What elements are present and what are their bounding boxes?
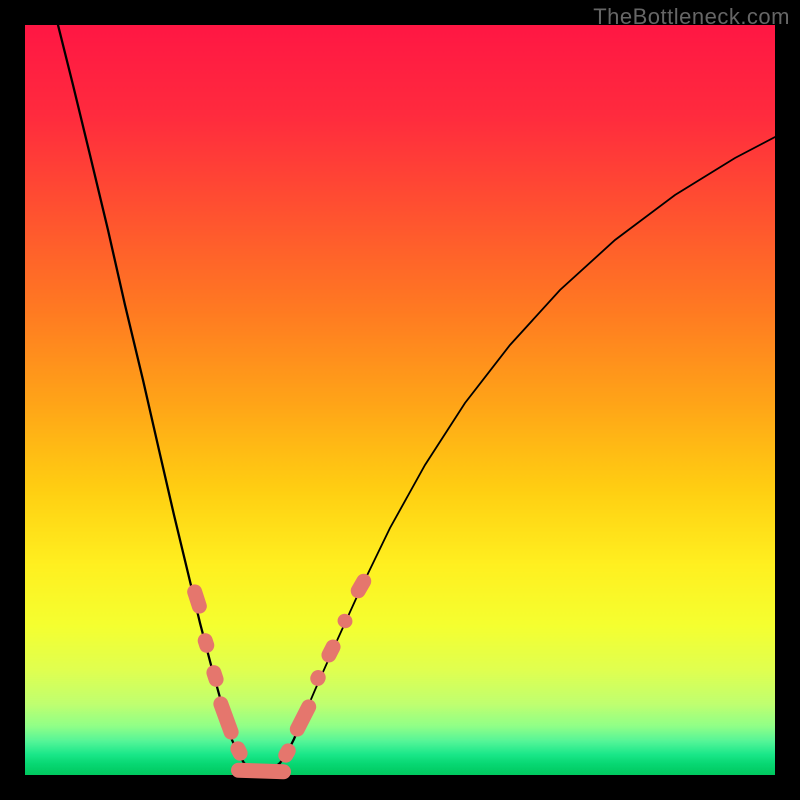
data-marker — [276, 741, 299, 766]
data-marker — [287, 697, 319, 739]
data-marker — [196, 631, 216, 655]
data-marker — [348, 571, 374, 601]
plot-area — [25, 25, 775, 775]
data-marker — [231, 762, 291, 779]
data-marker — [228, 739, 250, 764]
data-marker — [211, 694, 240, 741]
plot-frame — [20, 20, 780, 780]
data-marker — [319, 637, 343, 665]
data-marker — [204, 663, 225, 689]
data-marker — [335, 611, 355, 630]
watermark: TheBottleneck.com — [593, 4, 790, 30]
data-markers — [25, 25, 775, 775]
data-marker — [185, 582, 209, 615]
data-marker — [308, 667, 329, 688]
